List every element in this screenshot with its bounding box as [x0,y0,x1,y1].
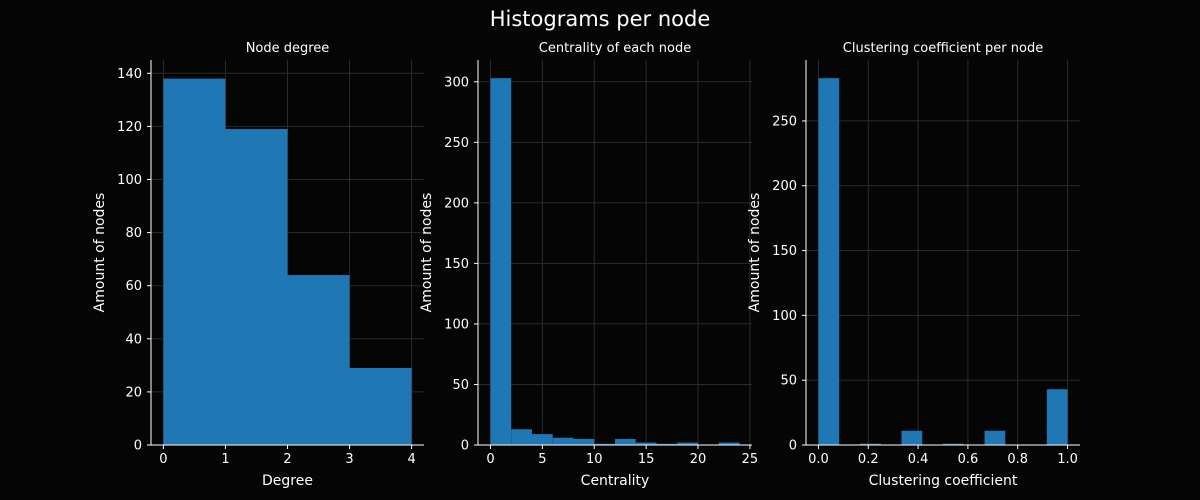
y-tick-label: 200 [772,179,797,194]
histogram-bar [349,368,412,445]
histogram-bar [677,442,699,445]
y-tick-label: 250 [772,114,797,129]
x-tick-label: 25 [742,452,759,467]
x-tick-label: 15 [638,452,655,467]
histogram-bar [1046,389,1068,445]
y-tick-label: 0 [134,439,142,454]
histogram-bar [859,443,881,445]
x-tick-label: 0.4 [908,452,929,467]
x-axis-label: Degree [262,473,313,489]
y-axis-label: Amount of nodes [419,193,435,313]
histogram-bar [511,429,532,445]
y-axis-label: Amount of nodes [747,193,763,313]
y-tick-label: 120 [117,120,142,135]
x-tick-label: 2 [283,452,291,467]
subplot-title: Node degree [246,41,330,56]
histogram-bar [163,78,226,445]
y-tick-label: 40 [125,332,142,347]
y-tick-label: 100 [772,309,797,324]
y-tick-label: 140 [117,67,142,82]
y-tick-label: 0 [461,439,469,454]
histogram-bar [901,430,923,445]
x-tick-label: 3 [345,452,353,467]
histogram-bar [490,78,512,446]
y-tick-label: 60 [125,279,142,294]
histogram-bar [531,434,553,445]
x-tick-label: 0.6 [958,452,979,467]
histogram-bar [573,438,595,445]
x-tick-label: 0.0 [808,452,829,467]
y-tick-label: 100 [117,173,142,188]
y-tick-label: 0 [789,439,797,454]
histogram-bar [594,443,615,445]
y-tick-label: 150 [444,257,469,272]
histogram-bar [943,443,964,445]
histogram-bar [818,78,840,446]
histogram-bar [552,437,574,445]
y-tick-label: 20 [125,385,142,400]
x-tick-label: 0 [486,452,494,467]
x-tick-label: 0 [159,452,167,467]
x-tick-label: 0.8 [1007,452,1028,467]
y-tick-label: 200 [444,196,469,211]
x-tick-label: 0.2 [858,452,879,467]
histogram-bar [656,443,678,445]
y-tick-label: 50 [452,378,469,393]
x-axis-label: Clustering coefficient [869,473,1018,489]
histogram-bar [225,129,288,445]
histogram-bar [984,430,1006,445]
histogram-bar [615,438,636,445]
y-axis-label: Amount of nodes [92,193,108,313]
x-tick-label: 1.0 [1057,452,1078,467]
x-tick-label: 20 [690,452,707,467]
x-tick-label: 1 [221,452,229,467]
y-tick-label: 250 [444,136,469,151]
y-tick-label: 300 [444,75,469,90]
histogram-bar [287,275,350,445]
x-tick-label: 4 [407,452,415,467]
subplot-title: Clustering coefficient per node [843,41,1043,56]
x-tick-label: 5 [538,452,546,467]
subplot-title: Centrality of each node [539,41,691,56]
y-tick-label: 50 [780,374,797,389]
y-tick-label: 100 [444,317,469,332]
figure-suptitle: Histograms per node [490,7,711,31]
x-tick-label: 10 [586,452,603,467]
y-tick-label: 150 [772,244,797,259]
y-tick-label: 80 [125,226,142,241]
x-axis-label: Centrality [581,473,650,489]
histogram-bar [718,442,740,445]
histogram-bar [635,442,657,445]
subplot-3: 0.0 0.2 0.4 0.6 0.8 1.0 0 50 100 150 200 250 Cluster… [747,41,1080,489]
